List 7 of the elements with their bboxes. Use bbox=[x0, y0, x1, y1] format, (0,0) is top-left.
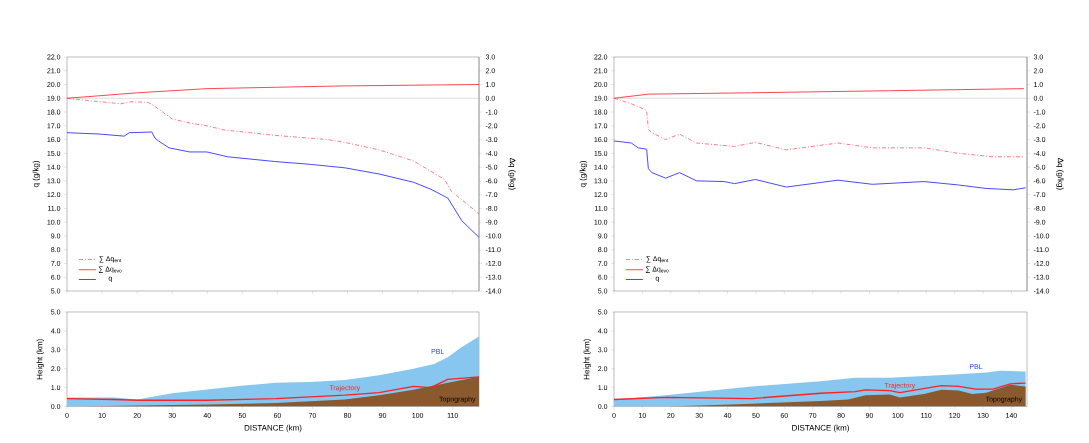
line-series bbox=[614, 382, 1027, 401]
line-series bbox=[67, 84, 480, 99]
line-series bbox=[614, 88, 1025, 99]
line-series bbox=[67, 376, 480, 401]
line-series bbox=[614, 140, 1027, 191]
line-series bbox=[67, 131, 480, 238]
line-series bbox=[614, 97, 1025, 158]
